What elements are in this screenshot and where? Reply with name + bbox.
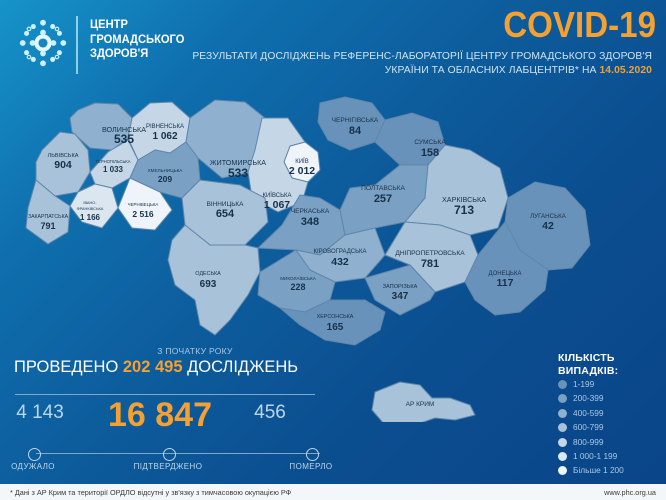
svg-text:347: 347 [392, 291, 409, 302]
svg-text:42: 42 [542, 220, 554, 232]
svg-text:1 062: 1 062 [152, 131, 177, 142]
svg-text:84: 84 [349, 125, 362, 137]
svg-text:ТЕРНОПІЛЬСЬКА: ТЕРНОПІЛЬСЬКА [95, 159, 130, 164]
svg-text:АР КРИМ: АР КРИМ [406, 401, 435, 408]
svg-text:533: 533 [228, 166, 248, 180]
svg-text:МИКОЛАЇВСЬКА: МИКОЛАЇВСЬКА [280, 275, 317, 281]
svg-text:432: 432 [331, 256, 349, 268]
svg-text:1 067: 1 067 [264, 199, 290, 211]
svg-text:654: 654 [216, 208, 235, 220]
svg-text:158: 158 [421, 147, 439, 159]
svg-text:2 516: 2 516 [132, 209, 154, 219]
svg-text:КИЇВСЬКА: КИЇВСЬКА [262, 192, 291, 199]
svg-text:ЗАПОРІЗЬКА: ЗАПОРІЗЬКА [383, 284, 418, 290]
svg-text:904: 904 [54, 159, 72, 171]
svg-text:ДНІПРОПЕТРОВСЬКА: ДНІПРОПЕТРОВСЬКА [395, 250, 465, 257]
svg-text:ІВАНО-: ІВАНО- [83, 200, 97, 205]
svg-text:ФРАНКІВСЬКА: ФРАНКІВСЬКА [77, 206, 104, 211]
svg-text:693: 693 [200, 279, 217, 290]
svg-text:ЧЕРНІГІВСЬКА: ЧЕРНІГІВСЬКА [332, 117, 379, 124]
svg-text:ВІННИЦЬКА: ВІННИЦЬКА [207, 201, 245, 208]
svg-text:257: 257 [374, 193, 392, 205]
svg-text:791: 791 [40, 221, 55, 231]
svg-text:ЧЕРНІВЕЦЬКА: ЧЕРНІВЕЦЬКА [128, 202, 159, 207]
svg-text:1 033: 1 033 [103, 165, 124, 174]
svg-text:ХЕРСОНСЬКА: ХЕРСОНСЬКА [317, 314, 354, 320]
svg-text:348: 348 [301, 216, 319, 228]
svg-text:СУМСЬКА: СУМСЬКА [414, 139, 446, 146]
svg-text:209: 209 [158, 174, 172, 184]
svg-text:ПОЛТАВСЬКА: ПОЛТАВСЬКА [361, 185, 405, 192]
svg-text:КІРОВОГРАДСЬКА: КІРОВОГРАДСЬКА [313, 249, 366, 255]
svg-text:ЧЕРКАСЬКА: ЧЕРКАСЬКА [291, 208, 330, 215]
svg-text:713: 713 [454, 203, 474, 217]
svg-text:228: 228 [290, 282, 305, 292]
svg-text:ЗАКАРПАТСЬКА: ЗАКАРПАТСЬКА [28, 214, 69, 220]
svg-text:165: 165 [327, 322, 344, 333]
svg-text:781: 781 [421, 258, 439, 270]
svg-text:2 012: 2 012 [289, 165, 315, 177]
svg-text:ХМЕЛЬНИЦЬКА: ХМЕЛЬНИЦЬКА [148, 168, 184, 173]
svg-text:1 166: 1 166 [80, 213, 101, 222]
svg-text:ОДЕСЬКА: ОДЕСЬКА [195, 271, 221, 277]
svg-text:РІВНЕНСЬКА: РІВНЕНСЬКА [146, 124, 184, 130]
svg-text:ЛУГАНСЬКА: ЛУГАНСЬКА [530, 213, 567, 220]
svg-text:535: 535 [114, 132, 134, 146]
svg-text:117: 117 [497, 277, 514, 289]
svg-text:КИЇВ: КИЇВ [295, 158, 308, 165]
